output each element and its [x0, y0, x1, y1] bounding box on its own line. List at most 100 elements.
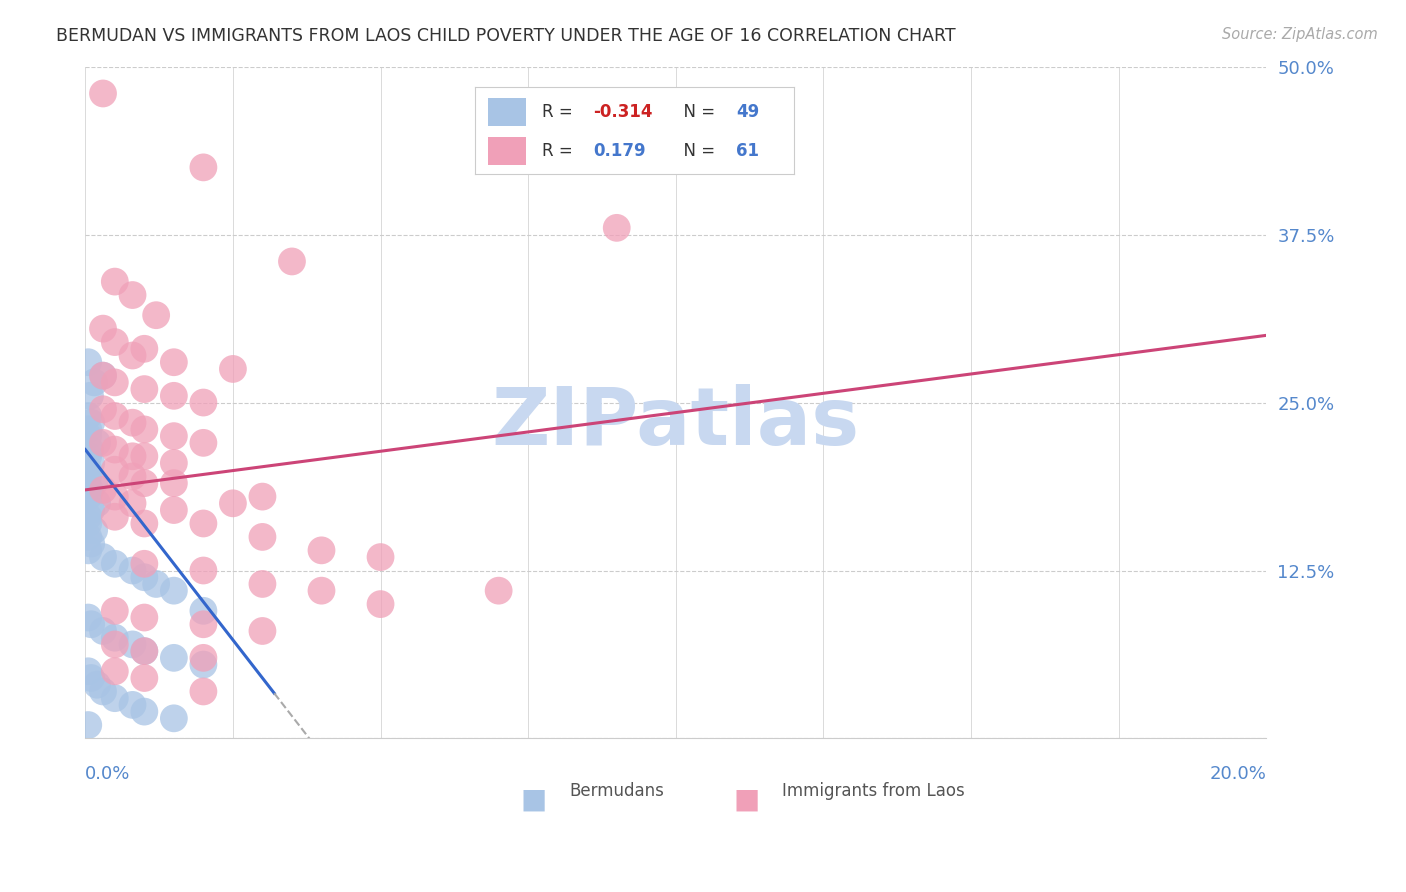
Point [86, 496, 108, 510]
Point [77, 516, 100, 531]
Point [193, 516, 215, 531]
Point [193, 617, 215, 632]
Point [163, 503, 186, 517]
Point [80, 416, 103, 430]
Point [104, 442, 127, 457]
Point [252, 490, 274, 504]
Point [121, 450, 143, 464]
Point [121, 496, 143, 510]
Point [193, 651, 215, 665]
Point [86, 435, 108, 450]
Point [121, 288, 143, 302]
Point [163, 355, 186, 369]
Point [252, 530, 274, 544]
Point [134, 570, 156, 584]
Point [134, 450, 156, 464]
Point [77, 490, 100, 504]
Text: 20.0%: 20.0% [1209, 765, 1267, 783]
Point [77, 409, 100, 423]
Point [77, 530, 100, 544]
Point [104, 409, 127, 423]
Point [104, 463, 127, 477]
Point [77, 450, 100, 464]
Point [163, 456, 186, 470]
Point [163, 389, 186, 403]
Point [77, 429, 100, 443]
Point [104, 691, 127, 706]
Point [121, 416, 143, 430]
Point [91, 550, 114, 565]
Point [134, 422, 156, 436]
Point [77, 463, 100, 477]
Text: ■: ■ [734, 786, 759, 814]
Point [77, 543, 100, 558]
Point [193, 161, 215, 175]
Point [104, 376, 127, 390]
Point [134, 342, 156, 356]
Point [252, 624, 274, 638]
Point [121, 349, 143, 363]
Point [91, 321, 114, 335]
Point [145, 308, 167, 322]
Point [222, 362, 245, 376]
Point [370, 597, 392, 611]
Point [80, 617, 103, 632]
Point [134, 382, 156, 396]
Point [80, 456, 103, 470]
Point [104, 557, 127, 571]
Point [83, 523, 105, 537]
Point [121, 469, 143, 483]
Point [91, 368, 114, 383]
Point [104, 637, 127, 651]
Text: BERMUDAN VS IMMIGRANTS FROM LAOS CHILD POVERTY UNDER THE AGE OF 16 CORRELATION C: BERMUDAN VS IMMIGRANTS FROM LAOS CHILD P… [56, 27, 956, 45]
Point [104, 334, 127, 349]
Point [80, 536, 103, 550]
Point [77, 469, 100, 483]
Point [145, 577, 167, 591]
Point [222, 496, 245, 510]
Point [121, 564, 143, 578]
Point [91, 684, 114, 698]
Point [77, 610, 100, 624]
Point [83, 476, 105, 491]
Point [104, 490, 127, 504]
Point [134, 644, 156, 658]
Text: Immigrants from Laos: Immigrants from Laos [782, 782, 965, 800]
Point [79, 389, 101, 403]
Text: ■: ■ [522, 786, 547, 814]
Point [134, 516, 156, 531]
Point [370, 550, 392, 565]
Point [163, 476, 186, 491]
Point [311, 583, 333, 598]
Point [79, 483, 101, 497]
Point [606, 220, 628, 235]
Point [193, 657, 215, 672]
Point [121, 698, 143, 712]
Point [134, 557, 156, 571]
Point [281, 254, 304, 268]
Point [104, 509, 127, 524]
Point [91, 624, 114, 638]
Text: ZIPatlas: ZIPatlas [492, 384, 860, 462]
Point [77, 422, 100, 436]
Point [134, 671, 156, 685]
Point [134, 644, 156, 658]
Point [79, 442, 101, 457]
Point [193, 564, 215, 578]
Point [77, 665, 100, 679]
Point [104, 604, 127, 618]
Point [163, 429, 186, 443]
Point [252, 577, 274, 591]
Point [104, 275, 127, 289]
Text: Source: ZipAtlas.com: Source: ZipAtlas.com [1222, 27, 1378, 42]
Point [91, 87, 114, 101]
Point [163, 651, 186, 665]
Point [77, 718, 100, 732]
Point [104, 665, 127, 679]
Text: Bermudans: Bermudans [569, 782, 665, 800]
Point [80, 503, 103, 517]
Point [104, 631, 127, 645]
Point [91, 435, 114, 450]
Point [134, 476, 156, 491]
Point [77, 509, 100, 524]
